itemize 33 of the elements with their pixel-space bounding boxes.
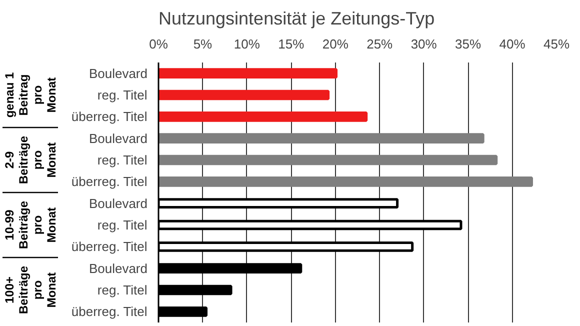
y-tick-label: reg. Titel [97,218,148,232]
y-tick-label: Boulevard [88,66,148,81]
bar [158,90,330,100]
x-tick-label: 30% [410,36,438,52]
text: 10-99 Beiträge pro Monat [2,200,58,250]
y-tick-label: reg. Titel [97,152,148,168]
chart-title: Nutzungsintensität je Zeitungs-Typ [158,8,435,28]
y-tick-label: überreg. Titel [71,239,148,254]
text: 2-9 Beiträge pro Monat [2,136,58,184]
x-tick-label: 5% [193,36,213,52]
bar [158,133,484,144]
x-tick-label: 20% [322,36,349,52]
y-tick-label: Boulevard [88,196,148,211]
y-tick-label: reg. Titel [97,88,148,102]
text: 100+ Beiträge pro Monat [2,266,58,314]
x-tick-label: 40% [499,36,526,52]
y-tick-label: überreg. Titel [71,109,148,124]
bar [158,176,533,187]
bar [158,154,498,166]
x-tick-label: 10% [234,36,260,52]
x-tick-label: 15% [278,36,305,52]
bar [158,68,338,78]
y-tick-label: Boulevard [88,130,148,146]
bar [158,112,368,122]
x-tick-label: 25% [366,36,394,52]
text: genau 1 Beitrag pro Monat [2,72,58,118]
y-tick-label: überreg. Titel [71,174,148,190]
y-tick-label: reg. Titel [97,282,148,298]
x-tick-label: 45% [543,36,570,52]
x-tick-label: 0% [149,36,168,52]
y-tick-label: überreg. Titel [71,304,148,320]
y-tick-label: Boulevard [88,260,148,276]
x-tick-label: 35% [455,36,482,52]
